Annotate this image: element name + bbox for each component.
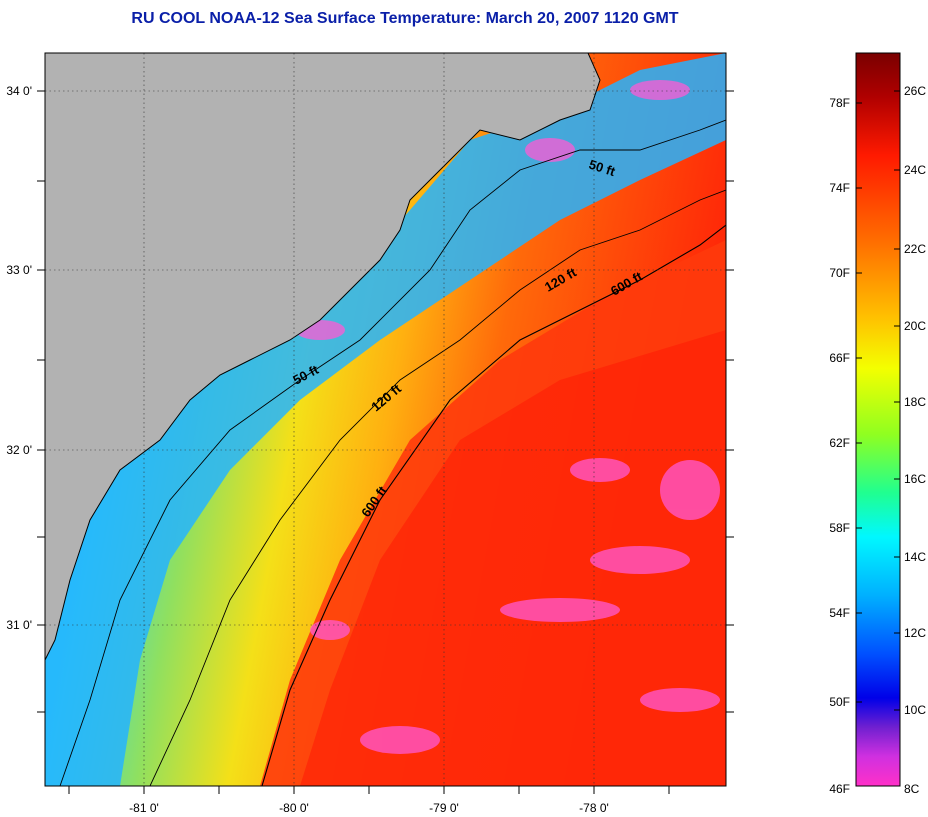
colorbar-ticks bbox=[856, 90, 900, 711]
gulf-stream-core bbox=[300, 330, 726, 786]
longitude-label: -79 0' bbox=[429, 801, 459, 815]
contour-50ft bbox=[59, 119, 726, 786]
fahrenheit-label: 46F bbox=[829, 782, 850, 796]
cloud-patches bbox=[295, 80, 720, 754]
fahrenheit-label: 66F bbox=[829, 351, 850, 365]
map-frame bbox=[44, 52, 727, 787]
celsius-label: 22C bbox=[904, 242, 926, 256]
contour-120ft bbox=[149, 189, 726, 786]
contour-600ft bbox=[261, 224, 726, 786]
graticule bbox=[45, 53, 726, 786]
nearshore-cool-water bbox=[45, 53, 726, 786]
fahrenheit-label: 62F bbox=[829, 436, 850, 450]
latitude-label: 31 0' bbox=[6, 618, 32, 632]
celsius-label: 8C bbox=[904, 782, 920, 796]
celsius-label: 12C bbox=[904, 626, 926, 640]
celsius-label: 20C bbox=[904, 319, 926, 333]
coastline bbox=[45, 53, 601, 661]
tick-marks bbox=[37, 90, 734, 794]
map-title: RU COOL NOAA-12 Sea Surface Temperature:… bbox=[131, 10, 679, 27]
longitude-label: -80 0' bbox=[279, 801, 309, 815]
celsius-label: 26C bbox=[904, 84, 926, 98]
celsius-label: 14C bbox=[904, 550, 926, 564]
latitude-label: 33 0' bbox=[6, 263, 32, 277]
celsius-label: 10C bbox=[904, 703, 926, 717]
fahrenheit-label: 58F bbox=[829, 521, 850, 535]
celsius-label: 18C bbox=[904, 395, 926, 409]
latitude-label: 34 0' bbox=[6, 84, 32, 98]
fahrenheit-label: 74F bbox=[829, 181, 850, 195]
fahrenheit-label: 78F bbox=[829, 96, 850, 110]
fahrenheit-label: 50F bbox=[829, 695, 850, 709]
colorbar-gradient bbox=[855, 52, 901, 787]
fahrenheit-label: 70F bbox=[829, 266, 850, 280]
land bbox=[45, 53, 600, 660]
fahrenheit-label: 54F bbox=[829, 606, 850, 620]
longitude-label: -81 0' bbox=[129, 801, 159, 815]
latitude-label: 32 0' bbox=[6, 443, 32, 457]
longitude-label: -78 0' bbox=[579, 801, 609, 815]
celsius-label: 16C bbox=[904, 472, 926, 486]
celsius-label: 24C bbox=[904, 163, 926, 177]
